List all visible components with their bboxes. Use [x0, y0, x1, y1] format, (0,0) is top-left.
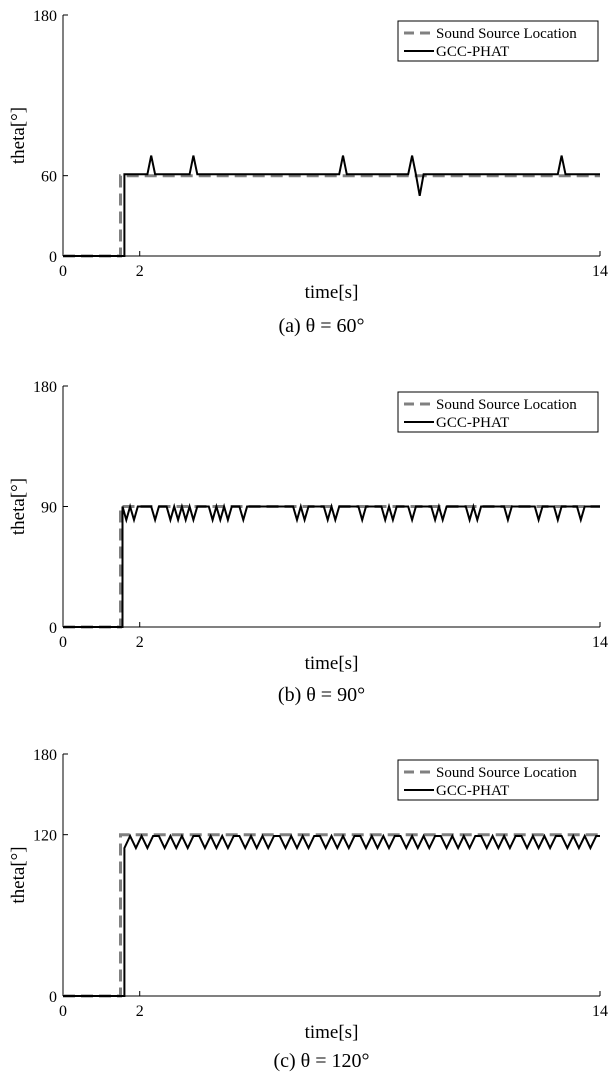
x-tick-label: 14 — [592, 1003, 608, 1020]
x-tick-label: 14 — [592, 634, 608, 651]
series-line-gcc-phat — [63, 502, 600, 628]
legend-box — [397, 391, 599, 433]
legend-entry-label: Sound Source Location — [436, 397, 577, 413]
x-tick-label: 0 — [59, 634, 67, 651]
legend-entry-label: GCC-PHAT — [436, 44, 509, 60]
y-axis-label: theta[°] — [8, 478, 29, 535]
y-tick-label: 0 — [49, 989, 57, 1006]
y-tick-label: 180 — [33, 379, 57, 396]
x-axis-label: time[s] — [305, 282, 359, 303]
y-axis-label: theta[°] — [8, 107, 29, 164]
legend: Sound Source Location GCC-PHAT — [397, 391, 599, 433]
y-tick-label: 180 — [33, 747, 57, 764]
series-line-gcc-phat — [63, 833, 600, 997]
x-axis-label: time[s] — [305, 653, 359, 674]
legend-entry-label: GCC-PHAT — [436, 415, 509, 431]
chart-panel-1: 0 60 180 0 2 14 time[s] theta[°] Sound Source Lo… — [8, 8, 608, 337]
legend-entry-label: Sound Source Location — [436, 765, 577, 781]
x-tick-label: 2 — [136, 1003, 144, 1020]
y-tick-label: 60 — [41, 169, 57, 186]
legend-box — [397, 20, 599, 62]
series-line-sound-source-location — [63, 174, 600, 258]
chart-panel-2: 0 90 180 0 2 14 time[s] theta[°] Sound Source Lo… — [8, 379, 608, 706]
series-line-sound-source-location — [63, 505, 600, 629]
legend-entry-label: Sound Source Location — [436, 26, 577, 42]
chart-panel-3: 0 120 180 0 2 14 time[s] theta[°] Sound Source L… — [8, 747, 608, 1072]
series-line-gcc-phat — [63, 155, 600, 257]
legend: Sound Source Location GCC-PHAT — [397, 20, 599, 62]
series-line-sound-source-location — [63, 833, 600, 998]
y-tick-label: 90 — [41, 500, 57, 517]
x-tick-label: 14 — [592, 263, 608, 280]
legend-box — [397, 759, 599, 801]
panel-caption: (b) θ = 90° — [278, 684, 365, 706]
x-tick-label: 0 — [59, 1003, 67, 1020]
y-axis-label: theta[°] — [8, 846, 29, 903]
x-tick-label: 0 — [59, 263, 67, 280]
panel-caption: (c) θ = 120° — [273, 1050, 369, 1072]
y-tick-label: 0 — [49, 249, 57, 266]
x-tick-label: 2 — [136, 263, 144, 280]
y-tick-label: 180 — [33, 8, 57, 25]
x-tick-label: 2 — [136, 634, 144, 651]
legend: Sound Source Location GCC-PHAT — [397, 759, 599, 801]
y-tick-label: 0 — [49, 620, 57, 637]
panel-caption: (a) θ = 60° — [278, 315, 364, 337]
y-tick-label: 120 — [33, 828, 57, 845]
legend-entry-label: GCC-PHAT — [436, 783, 509, 799]
x-axis-label: time[s] — [305, 1022, 359, 1043]
